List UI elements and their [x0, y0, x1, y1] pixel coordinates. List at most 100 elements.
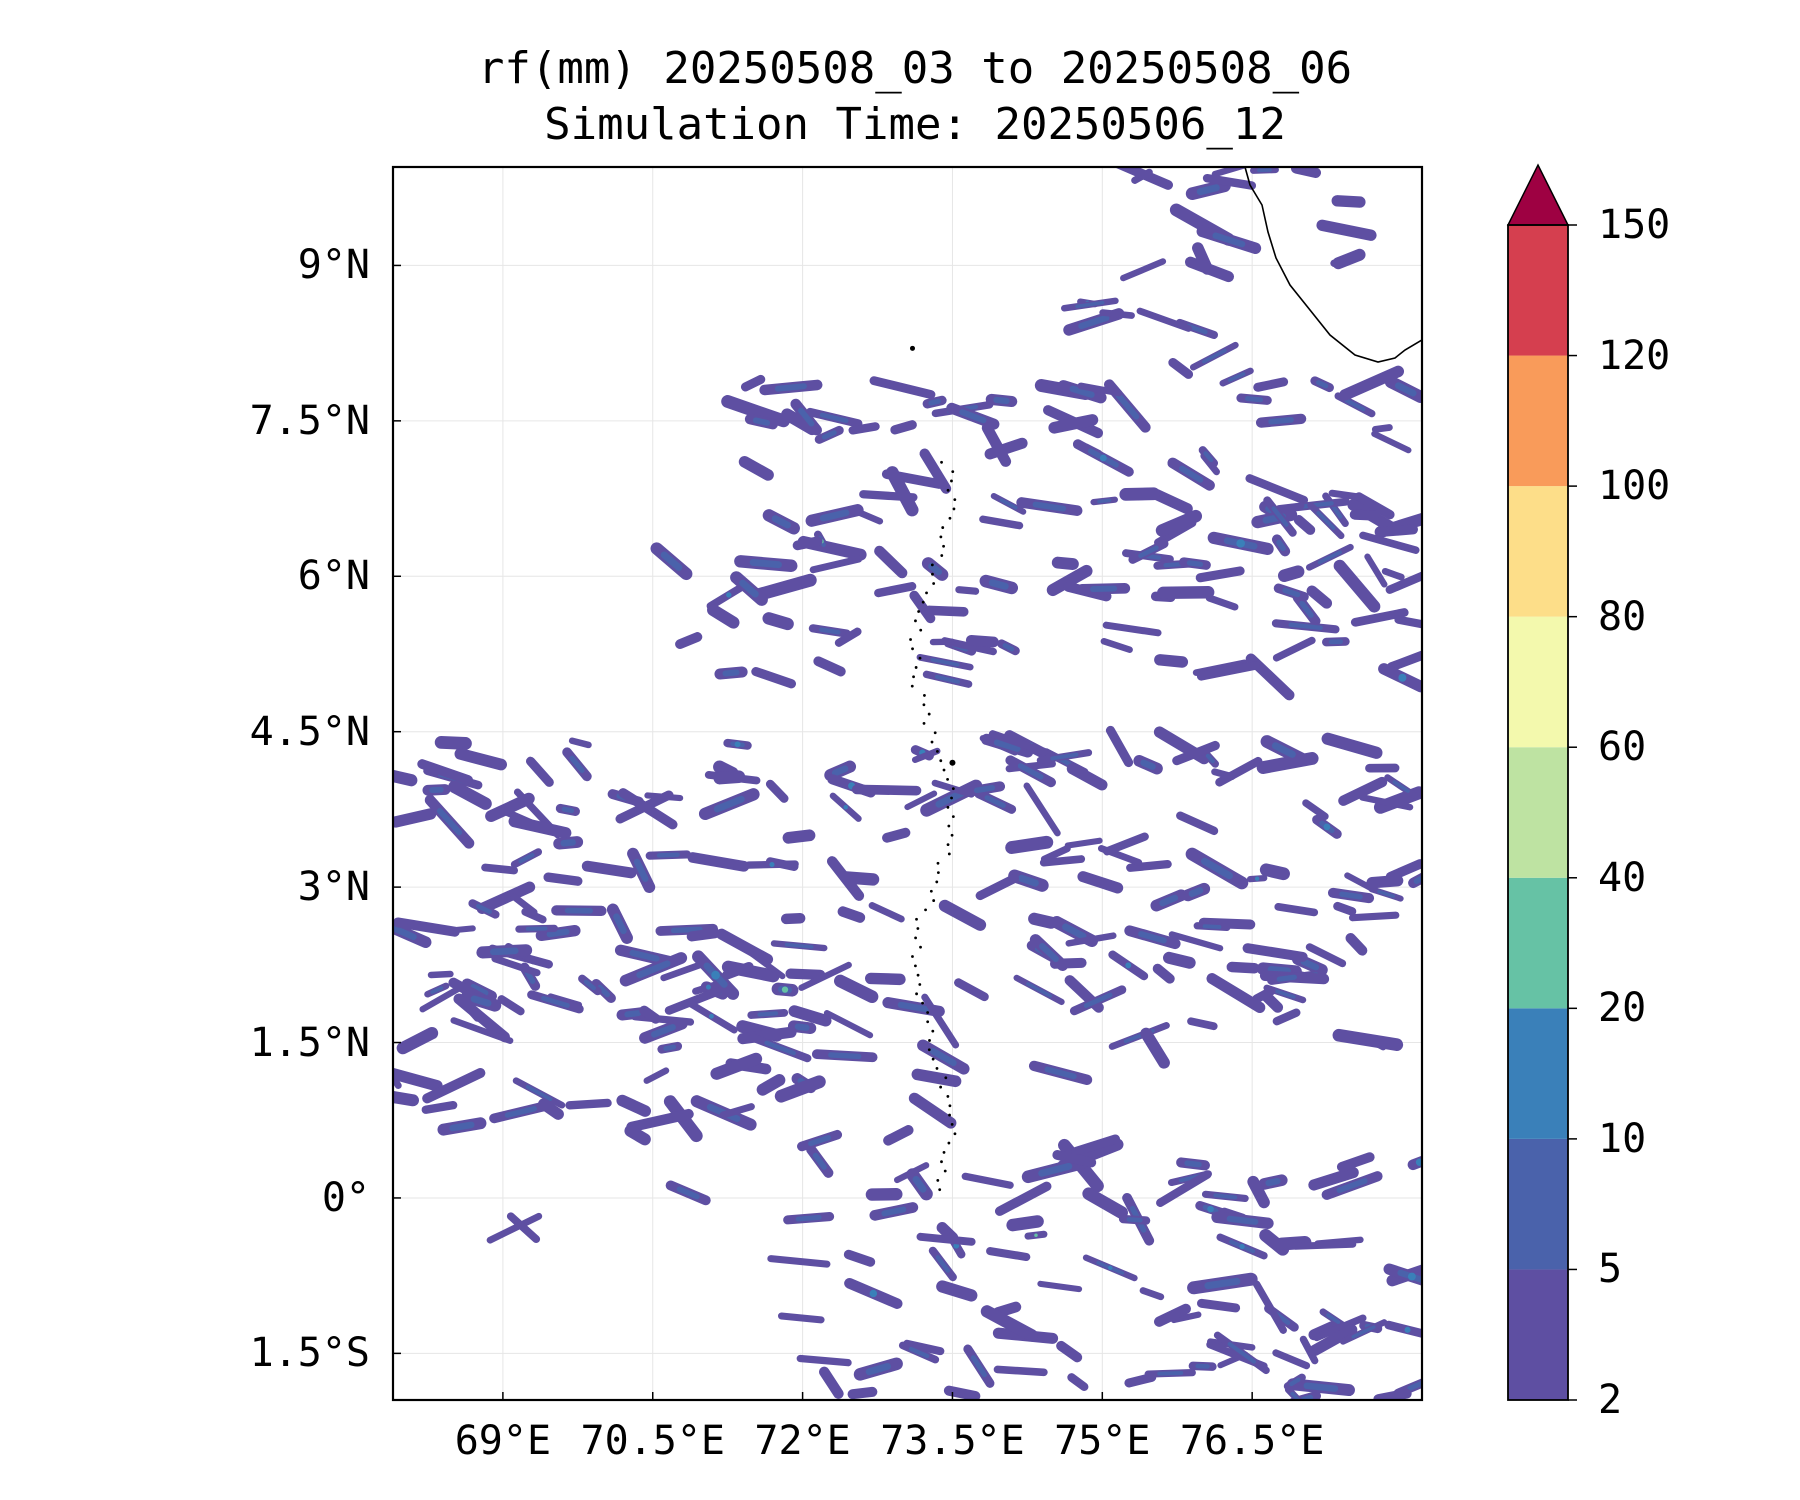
rain-streak — [393, 769, 418, 787]
rain-streak — [1056, 1340, 1083, 1363]
rain-streak — [1333, 901, 1357, 916]
rain-streak — [885, 466, 919, 517]
rain-streak — [1331, 195, 1366, 208]
rain-streak — [883, 1125, 914, 1146]
rain-streak-core — [1267, 965, 1291, 975]
rain-streak — [921, 993, 960, 1049]
lat-tick-label: 1.5°N — [249, 1019, 370, 1066]
atoll-dot — [942, 1150, 946, 1154]
rain-streak-core — [1290, 1391, 1301, 1400]
atoll-dot — [915, 917, 918, 921]
rain-streak — [1366, 874, 1404, 889]
rain-streak-core — [470, 995, 492, 1007]
rain-streak — [819, 1366, 844, 1399]
colorbar-tick-label: 20 — [1598, 985, 1647, 1032]
rain-streak — [543, 872, 583, 886]
rain-streak — [616, 1094, 652, 1117]
rain-streak — [908, 1092, 957, 1129]
rain-streak-core — [1002, 643, 1015, 652]
rain-streak-core — [897, 1001, 930, 1013]
island-dot — [949, 759, 956, 766]
atoll-dot — [931, 572, 934, 576]
rain-streak — [396, 1026, 439, 1055]
rain-streak-core — [1303, 1382, 1339, 1392]
rain-streak — [1306, 585, 1333, 609]
rain-streak-core — [795, 1214, 822, 1222]
rain-cell — [711, 970, 720, 980]
rain-cell — [709, 1013, 714, 1019]
rain-streak — [443, 925, 476, 934]
chart-title: rf(mm) 20250508_03 to 20250508_06 — [477, 43, 1353, 94]
rain-streak — [916, 1232, 976, 1246]
atoll-dot — [935, 1067, 939, 1070]
rain-streak — [1252, 1280, 1287, 1334]
rain-streak-core — [546, 928, 570, 938]
rain-streak-core — [624, 1010, 642, 1018]
atoll-dot — [943, 1169, 947, 1173]
atoll-dot — [916, 973, 920, 977]
rain-streak — [1082, 1187, 1128, 1219]
rain-streak — [979, 515, 1024, 530]
rain-streak — [434, 735, 472, 750]
rain-streak-core — [752, 417, 771, 426]
rain-streak-core — [739, 579, 759, 598]
rain-streak — [686, 928, 721, 942]
rain-streak — [1168, 931, 1224, 952]
rain-streak — [1067, 1373, 1089, 1391]
rain-streak — [1046, 564, 1093, 597]
rain-streak-core — [1200, 857, 1233, 880]
rain-streak-core — [1032, 501, 1067, 512]
rain-streak — [965, 634, 999, 648]
rain-streak-core — [722, 669, 740, 677]
rain-streak — [1196, 1298, 1241, 1313]
atoll-dot — [922, 722, 926, 725]
india-coastline-icon — [1244, 167, 1422, 363]
rain-streak-core — [650, 1024, 676, 1038]
rain-streak-core — [1050, 752, 1079, 761]
atoll-dot — [948, 1104, 952, 1108]
rain-streak — [1215, 756, 1263, 787]
rain-streak-core — [1026, 982, 1053, 998]
rain-streak — [851, 784, 922, 796]
atoll-dot — [921, 600, 925, 604]
rain-streak — [869, 376, 936, 399]
rain-streak — [843, 1249, 876, 1267]
rain-streak-core — [1188, 887, 1204, 897]
rain-streak-core — [1179, 465, 1204, 483]
rain-streak — [874, 582, 917, 598]
rain-streak-core — [1140, 759, 1156, 770]
atoll-dot — [914, 666, 918, 669]
rain-streak — [1308, 1321, 1338, 1341]
rain-streak — [792, 536, 823, 551]
rain-streak-core — [1276, 539, 1286, 552]
rain-streak-core — [812, 1152, 827, 1170]
rain-streak — [393, 1090, 419, 1107]
rain-streak — [1252, 986, 1276, 1004]
rain-streak — [721, 395, 790, 428]
atoll-dot — [951, 470, 955, 474]
rain-streak-core — [1017, 763, 1044, 780]
colorbar-tick-label: 150 — [1598, 202, 1671, 248]
rain-streak — [911, 747, 941, 763]
atoll-dot — [947, 1141, 951, 1145]
rain-streak — [936, 1280, 978, 1302]
rain-streak — [1155, 509, 1203, 537]
lat-tick-label: 9°N — [297, 242, 370, 289]
rain-cell — [1108, 1265, 1113, 1271]
rain-streak — [864, 972, 906, 986]
rain-streak — [1051, 556, 1079, 571]
rain-streak — [1064, 837, 1103, 849]
rain-streak — [417, 759, 473, 785]
rain-streak — [796, 1354, 852, 1367]
rain-streak-core — [1392, 780, 1410, 793]
rain-streak — [1299, 1335, 1319, 1365]
rain-streak — [777, 1312, 825, 1324]
rain-streak — [1156, 1170, 1212, 1207]
rain-streak — [1321, 732, 1383, 759]
atoll-dot — [914, 936, 917, 940]
lat-tick-label: 1.5°S — [249, 1330, 370, 1377]
rain-streak — [1381, 567, 1405, 581]
rain-streak-core — [656, 852, 680, 858]
rain-streak — [1309, 1324, 1358, 1357]
rain-streak — [1385, 859, 1422, 882]
